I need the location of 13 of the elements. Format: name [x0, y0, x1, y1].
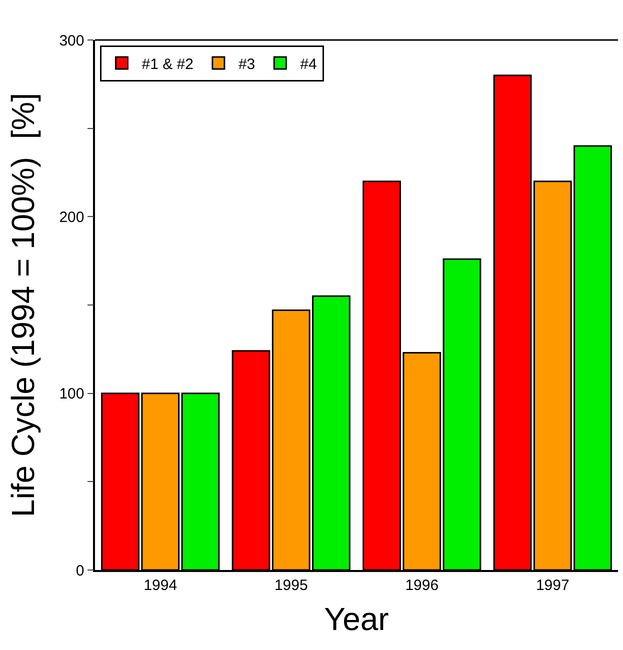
x-tick-label: 1994: [144, 576, 178, 594]
x-tick-label: 1995: [274, 576, 308, 594]
legend-label: #3: [238, 56, 256, 73]
x-axis-title: Year: [324, 601, 390, 638]
legend-label: #4: [300, 56, 317, 73]
x-tick-label: 1996: [405, 576, 439, 594]
legend-label: #1 & #2: [142, 56, 194, 73]
y-tick-label: 100: [59, 386, 84, 403]
x-tick-label: 1997: [536, 576, 570, 594]
y-tick-label: 200: [59, 208, 84, 226]
y-tick-label: 0: [76, 562, 84, 580]
y-tick-label: 300: [59, 32, 84, 50]
y-axis-title: Life Cycle (1994 = 100%) [%]: [5, 92, 42, 518]
